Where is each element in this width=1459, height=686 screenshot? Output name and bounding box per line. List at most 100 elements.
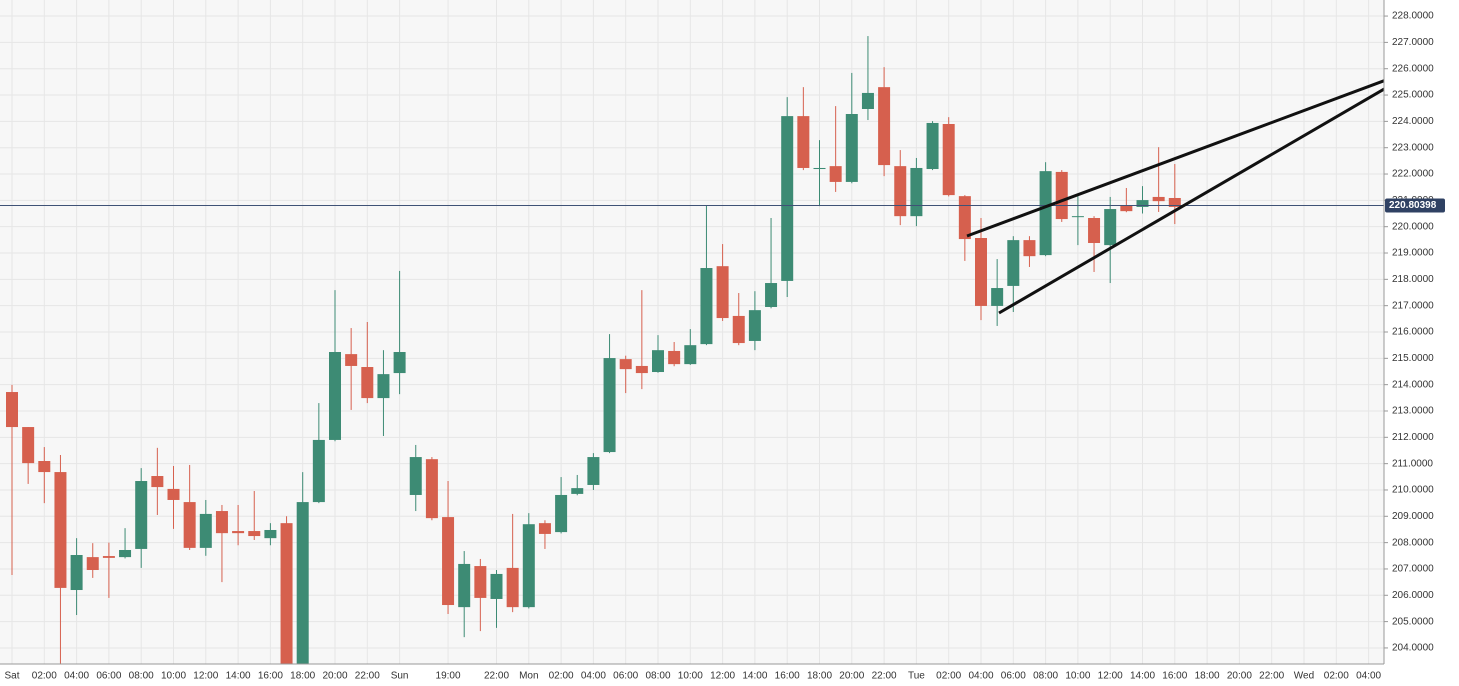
x-tick-label: 10:00 bbox=[678, 671, 703, 682]
x-tick-label: 02:00 bbox=[936, 671, 961, 682]
x-tick-label: 22:00 bbox=[484, 671, 509, 682]
x-tick-label: 06:00 bbox=[96, 671, 121, 682]
candle-body bbox=[878, 87, 891, 166]
candle-body bbox=[926, 122, 939, 170]
candle-body bbox=[377, 374, 390, 399]
axes: 204.0000 205.0000 206.0000 207.0000 208.0000… bbox=[4, 11, 1445, 682]
candle-body bbox=[861, 92, 874, 109]
candle-body bbox=[474, 566, 487, 598]
last-price-box bbox=[1385, 198, 1445, 213]
candle-body bbox=[425, 459, 438, 519]
x-tick-label: 08:00 bbox=[645, 671, 670, 682]
candle-body bbox=[1055, 171, 1068, 220]
candle-body bbox=[1088, 217, 1101, 244]
y-tick-label: 208.0000 bbox=[1392, 537, 1434, 548]
candle-body bbox=[700, 268, 713, 345]
candle-body bbox=[264, 529, 277, 539]
candle-body bbox=[1104, 209, 1117, 246]
y-tick-label: 220.0000 bbox=[1392, 221, 1434, 232]
candle-body bbox=[635, 365, 648, 374]
y-tick-label: 204.0000 bbox=[1392, 643, 1434, 654]
candle-body bbox=[555, 494, 568, 533]
candle-body bbox=[393, 352, 406, 374]
y-tick-label: 216.0000 bbox=[1392, 327, 1434, 338]
candle-body bbox=[490, 573, 503, 599]
candle-body bbox=[1007, 240, 1020, 286]
y-tick-label: 219.0000 bbox=[1392, 248, 1434, 259]
x-tick-label: 14:00 bbox=[742, 671, 767, 682]
y-tick-label: 227.0000 bbox=[1392, 37, 1434, 48]
candle-body bbox=[942, 124, 955, 196]
candle-body bbox=[845, 114, 858, 182]
candle-body bbox=[619, 359, 632, 370]
x-tick-label: 12:00 bbox=[710, 671, 735, 682]
y-tick-label: 217.0000 bbox=[1392, 300, 1434, 311]
y-tick-label: 218.0000 bbox=[1392, 274, 1434, 285]
y-tick-label: 209.0000 bbox=[1392, 511, 1434, 522]
x-tick-label: 22:00 bbox=[1259, 671, 1284, 682]
x-tick-label: 18:00 bbox=[290, 671, 315, 682]
x-tick-label: 14:00 bbox=[1130, 671, 1155, 682]
candle-body bbox=[1168, 197, 1181, 207]
candle-body bbox=[232, 531, 245, 534]
x-tick-label: 18:00 bbox=[807, 671, 832, 682]
x-tick-label: Tue bbox=[908, 671, 925, 682]
candle-body bbox=[361, 367, 374, 399]
candle-body bbox=[167, 488, 180, 500]
x-tick-label: 20:00 bbox=[839, 671, 864, 682]
candle-body bbox=[70, 555, 83, 591]
x-tick-label: Mon bbox=[519, 671, 538, 682]
candle-body bbox=[409, 457, 422, 495]
candle-body bbox=[975, 238, 987, 306]
candle-body bbox=[506, 567, 519, 608]
candle-body bbox=[538, 523, 551, 534]
candles bbox=[0, 36, 1384, 664]
candle-body bbox=[1039, 171, 1052, 256]
x-tick-label: 04:00 bbox=[1356, 671, 1381, 682]
trendline bbox=[998, 87, 1384, 315]
candle-body bbox=[312, 439, 325, 503]
candle-body bbox=[1071, 216, 1084, 218]
candle-body bbox=[183, 502, 196, 548]
x-tick-label: 22:00 bbox=[872, 671, 897, 682]
candle-body bbox=[603, 358, 616, 453]
x-tick-label: Wed bbox=[1294, 671, 1314, 682]
candle-body bbox=[442, 517, 455, 606]
candle-body bbox=[1152, 196, 1165, 202]
candle-body bbox=[894, 166, 907, 217]
candle-body bbox=[248, 531, 261, 537]
y-tick-label: 214.0000 bbox=[1392, 379, 1434, 390]
trendline bbox=[966, 79, 1384, 238]
candle-body bbox=[522, 524, 535, 608]
candle-body bbox=[668, 350, 681, 365]
candle-body bbox=[151, 476, 164, 488]
y-tick-label: 207.0000 bbox=[1392, 564, 1434, 575]
candle-body bbox=[6, 392, 18, 428]
candle-body bbox=[813, 167, 826, 170]
x-tick-label: 18:00 bbox=[1195, 671, 1220, 682]
candle-body bbox=[652, 350, 664, 373]
candle-body bbox=[716, 266, 729, 319]
candle-body bbox=[587, 457, 600, 485]
y-tick-label: 228.0000 bbox=[1392, 11, 1434, 22]
x-tick-label: 14:00 bbox=[226, 671, 251, 682]
trendlines bbox=[966, 79, 1384, 315]
x-tick-label: 04:00 bbox=[968, 671, 993, 682]
y-tick-label: 224.0000 bbox=[1392, 116, 1434, 127]
y-tick-label: 225.0000 bbox=[1392, 90, 1434, 101]
candle-body bbox=[910, 167, 923, 217]
x-tick-label: 10:00 bbox=[1065, 671, 1090, 682]
y-tick-label: 223.0000 bbox=[1392, 142, 1434, 153]
x-tick-label: 06:00 bbox=[1001, 671, 1026, 682]
x-tick-label: 08:00 bbox=[1033, 671, 1058, 682]
x-tick-label: 19:00 bbox=[436, 671, 461, 682]
candle-body bbox=[748, 310, 761, 341]
x-tick-label: 04:00 bbox=[64, 671, 89, 682]
x-tick-label: 04:00 bbox=[581, 671, 606, 682]
candle-body bbox=[991, 288, 1004, 306]
candle-body bbox=[38, 461, 51, 473]
last-price-label: 220.80398 bbox=[1389, 200, 1437, 211]
candle-body bbox=[797, 116, 810, 168]
y-tick-label: 205.0000 bbox=[1392, 616, 1434, 627]
